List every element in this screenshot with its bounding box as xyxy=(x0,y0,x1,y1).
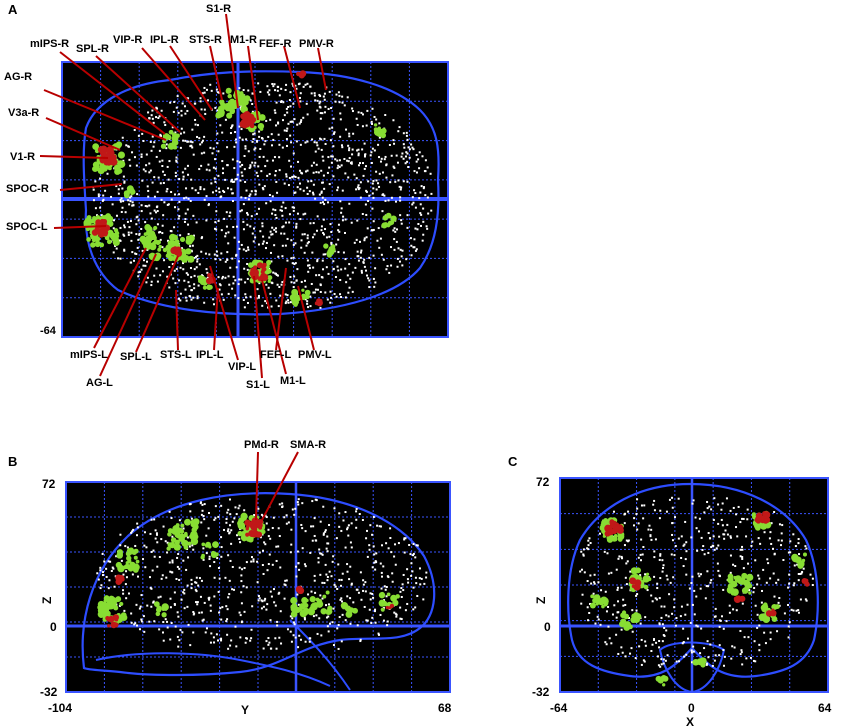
panel-b-activation-clusters xyxy=(97,512,400,629)
panel-c-x-right: 64 xyxy=(818,701,832,715)
panel-a-brain-outline xyxy=(82,70,440,316)
label-pmd-r: PMd-R xyxy=(244,439,279,451)
label-spl-r: SPL-R xyxy=(76,43,109,55)
panel-c: C 72 0 -32 Z -64 0 X 64 xyxy=(508,454,832,728)
label-pmv-l: PMV-L xyxy=(298,349,332,361)
panel-a-activation-clusters xyxy=(83,70,397,307)
panel-c-z-bottom: -32 xyxy=(532,685,550,699)
panel-b-brain-outline xyxy=(81,492,436,677)
label-mips-l: mIPS-L xyxy=(70,349,108,361)
label-fef-r: FEF-R xyxy=(259,38,291,50)
panel-c-x-left: -64 xyxy=(550,701,568,715)
panel-c-letter: C xyxy=(508,454,518,469)
panel-a-activation-dots xyxy=(92,82,433,309)
label-mips-r: mIPS-R xyxy=(30,38,69,50)
label-sts-r: STS-R xyxy=(189,34,222,46)
label-s1-l: S1-L xyxy=(246,379,270,391)
label-ipl-r: IPL-R xyxy=(150,34,179,46)
panel-b-z-top: 72 xyxy=(42,477,56,491)
panel-b-activation-dots xyxy=(96,498,428,650)
panel-c-axis-x: X xyxy=(686,715,694,728)
label-spoc-r: SPOC-R xyxy=(6,183,49,195)
panel-b-z-zero: 0 xyxy=(50,620,57,634)
panel-c-brainstem xyxy=(658,641,726,692)
label-vip-l: VIP-L xyxy=(228,361,256,373)
label-spl-l: SPL-L xyxy=(120,351,152,363)
panel-a: A -64 xyxy=(4,2,449,391)
panel-c-x-mid: 0 xyxy=(688,701,695,715)
panel-b-axis-z: Z xyxy=(40,597,54,604)
panel-a-pointer-lines xyxy=(39,13,327,379)
panel-b-axis-y: Y xyxy=(241,703,249,717)
label-ag-r: AG-R xyxy=(4,71,32,83)
panel-b-pointer-lines xyxy=(255,451,299,521)
panel-c-z-top: 72 xyxy=(536,475,550,489)
panel-b-letter: B xyxy=(8,454,17,469)
panel-c-axis-z: Z xyxy=(534,597,548,604)
label-ag-l: AG-L xyxy=(86,377,113,389)
panel-c-z-zero: 0 xyxy=(544,620,551,634)
panel-c-grid xyxy=(560,478,828,692)
label-spoc-l: SPOC-L xyxy=(6,221,48,233)
label-sts-l: STS-L xyxy=(160,349,192,361)
label-v3a-r: V3a-R xyxy=(8,107,39,119)
label-v1-r: V1-R xyxy=(10,151,35,163)
panel-b: B PMd-R SMA-R 72 0 -32 Z -104 Y 68 xyxy=(8,439,452,717)
label-pmv-r: PMV-R xyxy=(299,38,334,50)
label-m1-l: M1-L xyxy=(280,375,306,387)
label-m1-r: M1-R xyxy=(230,34,257,46)
panel-b-x-right: 68 xyxy=(438,701,452,715)
panel-c-activation-clusters xyxy=(589,510,810,687)
panel-b-x-left: -104 xyxy=(48,701,72,715)
panel-a-tick-min: -64 xyxy=(40,325,57,337)
label-s1-r: S1-R xyxy=(206,3,231,15)
label-ipl-l: IPL-L xyxy=(196,349,224,361)
label-fef-l: FEF-L xyxy=(260,349,291,361)
label-vip-r: VIP-R xyxy=(113,34,142,46)
panel-b-z-bottom: -32 xyxy=(40,685,58,699)
label-sma-r: SMA-R xyxy=(290,439,326,451)
panel-a-letter: A xyxy=(8,2,18,17)
panel-b-cerebellum-line xyxy=(95,652,331,687)
